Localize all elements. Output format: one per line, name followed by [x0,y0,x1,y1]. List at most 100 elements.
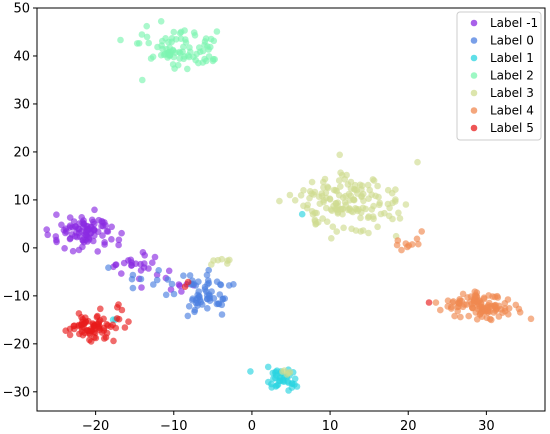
legend-label: Label 3 [490,86,534,100]
point-series-0 [165,267,173,275]
point-series-0 [101,241,108,248]
point-series-4 [329,223,337,230]
point-series-0 [108,223,115,231]
point-series-4 [313,209,320,217]
point-series-0 [69,247,77,255]
points-layer [43,18,535,394]
point-series-0 [115,236,123,244]
point-series-6 [125,318,132,326]
point-series-5 [459,290,467,298]
point-series-3 [177,49,184,57]
point-series-3 [138,31,146,38]
point-series-6 [121,324,129,331]
point-series-4 [354,207,362,215]
point-series-2 [288,384,296,391]
point-series-5 [516,309,524,316]
point-series-5 [418,228,426,235]
point-series-3 [135,40,143,47]
point-series-1 [218,311,226,318]
point-series-5 [437,306,444,314]
point-series-1 [185,303,193,310]
point-series-0 [66,214,74,221]
point-series-4 [360,197,367,205]
x-axis: −20 −10 0 10 20 30 [82,411,495,434]
legend-label: Label 2 [490,69,534,83]
point-series-5 [486,315,494,323]
legend-label: Label 0 [490,34,534,48]
x-tick-label: 0 [248,419,256,434]
point-series-0 [95,216,103,224]
point-series-4 [365,213,373,220]
point-series-0 [127,256,135,264]
point-series-4 [320,178,327,186]
point-series-4 [283,371,291,378]
point-series-0 [108,236,115,243]
point-series-6 [82,314,89,322]
point-series-5 [527,315,535,323]
point-series-1 [170,290,178,298]
point-series-0 [91,206,98,214]
x-tick-label: −10 [160,419,187,434]
point-series-2 [293,383,301,390]
point-series-3 [157,18,165,25]
point-series-5 [493,292,501,300]
point-series-4 [308,178,316,186]
point-series-4 [320,196,328,204]
point-series-6 [75,310,83,317]
point-series-4 [319,215,327,222]
point-series-3 [210,55,217,63]
point-series-4 [357,214,364,222]
point-series-6 [91,325,98,333]
point-series-0 [78,227,86,235]
point-series-4 [364,181,372,189]
point-series-3 [190,29,198,36]
point-series-0 [66,222,74,229]
point-series-4 [392,196,399,203]
legend-marker [470,19,478,27]
point-series-0 [87,223,95,231]
point-series-6 [101,335,108,342]
point-series-1 [194,302,201,309]
point-series-4 [395,209,402,217]
point-series-1 [204,305,211,312]
point-series-3 [164,49,171,57]
point-series-4 [365,229,372,237]
point-series-0 [53,211,60,218]
point-series-4 [359,227,367,234]
point-series-4 [326,196,334,203]
point-series-5 [451,312,458,320]
point-series-4 [362,205,370,213]
point-series-3 [159,45,166,53]
point-series-5 [394,237,402,244]
point-series-0 [85,236,93,243]
point-series-1 [204,281,211,288]
point-series-3 [143,33,151,41]
legend-box [456,11,542,141]
point-series-0 [137,260,144,268]
point-series-5 [404,243,411,251]
point-series-1 [128,275,136,283]
point-series-4 [402,201,410,208]
point-series-2 [298,210,306,218]
point-series-0 [138,284,145,291]
point-series-3 [147,55,155,62]
point-series-1 [153,276,161,284]
point-series-5 [469,304,476,312]
point-series-3 [187,48,194,56]
point-series-3 [154,43,161,51]
legend-label: Label -1 [490,16,538,30]
point-series-4 [324,184,332,192]
point-series-6 [97,305,104,313]
point-series-6 [113,315,121,322]
point-series-4 [286,191,294,199]
point-series-0 [44,231,51,239]
point-series-5 [480,305,488,312]
point-series-1 [221,295,228,302]
point-series-0 [58,221,65,229]
point-series-1 [105,264,112,272]
point-series-4 [376,199,384,207]
point-series-5 [465,312,473,320]
point-series-3 [207,35,215,43]
point-series-4 [377,210,385,218]
point-series-4 [320,184,327,191]
